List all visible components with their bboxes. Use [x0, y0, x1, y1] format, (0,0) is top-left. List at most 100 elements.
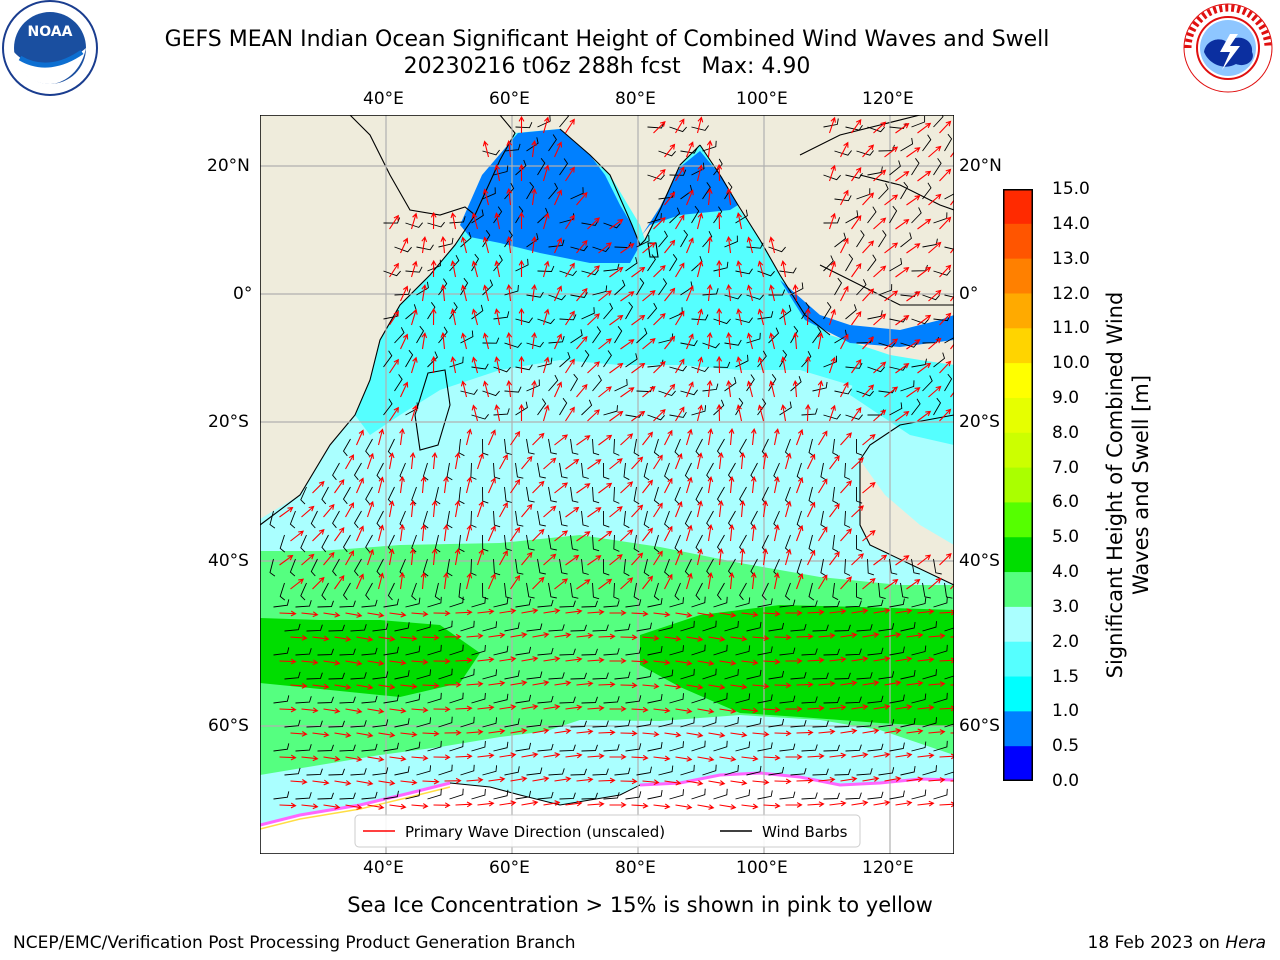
- wind-barb: [900, 137, 914, 152]
- right-tick-0: 0°: [959, 284, 979, 304]
- sea-ice-edge-yellow: [260, 786, 451, 830]
- wave-direction-arrow: [773, 572, 780, 590]
- wind-barb: [581, 307, 595, 320]
- wind-barb: [691, 692, 706, 704]
- wind-barb: [832, 486, 839, 505]
- wave-direction-arrow: [631, 706, 649, 713]
- wind-barb: [427, 221, 445, 228]
- wave-direction-arrow: [730, 779, 748, 786]
- wind-barb: [416, 669, 432, 680]
- wind-barb: [856, 150, 874, 156]
- wind-barb: [592, 285, 608, 296]
- wind-barb: [603, 558, 610, 576]
- wind-barb: [405, 402, 419, 416]
- wind-barb: [878, 767, 895, 776]
- wave-direction-arrow: [757, 404, 765, 422]
- wind-barb: [779, 599, 796, 608]
- wind-barb: [460, 277, 469, 296]
- wind-barb: [680, 229, 689, 248]
- wave-direction-arrow: [697, 756, 715, 762]
- wave-direction-arrow: [494, 164, 501, 182]
- wave-direction-arrow: [873, 554, 888, 566]
- wave-direction-arrow: [598, 242, 612, 254]
- wind-barb: [493, 462, 501, 480]
- left-tick-20n: 20°N: [207, 156, 250, 176]
- wave-direction-arrow: [587, 217, 600, 230]
- wind-barb: [559, 270, 577, 277]
- wind-barb: [889, 558, 898, 575]
- wave-direction-arrow: [565, 506, 580, 518]
- wave-direction-arrow: [950, 780, 954, 782]
- wave-direction-arrow: [554, 632, 572, 639]
- wind-barb: [427, 351, 438, 368]
- wind-barb: [317, 792, 334, 800]
- wave-direction-arrow: [851, 118, 862, 134]
- wave-direction-arrow: [422, 730, 440, 737]
- wave-direction-arrow: [873, 169, 887, 182]
- wind-barb: [460, 620, 475, 632]
- wave-direction-arrow: [851, 505, 864, 518]
- wave-direction-arrow: [399, 427, 405, 446]
- wind-barb: [911, 158, 920, 176]
- wind-barb: [867, 599, 884, 608]
- wave-direction-arrow: [312, 683, 330, 690]
- wave-direction-arrow: [917, 704, 935, 711]
- wave-direction-arrow: [301, 707, 319, 714]
- wind-barb: [823, 648, 840, 656]
- wave-direction-arrow: [476, 548, 484, 566]
- wind-barb: [724, 764, 739, 776]
- wind-barb: [434, 582, 441, 601]
- right-tick-20s: 20°S: [959, 412, 1000, 432]
- wave-direction-arrow: [675, 660, 693, 666]
- wave-direction-arrow: [741, 659, 759, 666]
- wave-direction-arrow: [895, 608, 913, 615]
- wave-direction-arrow: [746, 236, 754, 254]
- wind-barb: [643, 462, 650, 481]
- wave-direction-arrow: [675, 262, 685, 278]
- wind-barb: [515, 364, 533, 371]
- wind-barb: [603, 744, 620, 752]
- wind-barb: [669, 365, 687, 372]
- wave-direction-arrow: [421, 284, 428, 302]
- wave-direction-arrow: [532, 432, 545, 446]
- wind-barb: [273, 791, 290, 800]
- wave-direction-arrow: [476, 500, 484, 518]
- wave-direction-arrow: [716, 355, 723, 374]
- wind-barb: [284, 671, 301, 680]
- wave-direction-arrow: [433, 610, 451, 617]
- wave-direction-arrow: [421, 332, 428, 350]
- wind-barb: [548, 720, 565, 728]
- wave-direction-arrow: [279, 506, 294, 518]
- wave-direction-arrow: [378, 731, 396, 738]
- wind-barb: [669, 169, 687, 176]
- wind-barb: [664, 558, 670, 577]
- wind-barb: [779, 304, 792, 320]
- wave-direction-arrow: [653, 611, 671, 618]
- wave-direction-arrow: [422, 778, 440, 785]
- wave-direction-arrow: [696, 356, 704, 374]
- wave-direction-arrow: [389, 659, 407, 666]
- wave-direction-arrow: [378, 779, 396, 786]
- wind-barb: [889, 402, 903, 416]
- wave-direction-arrow: [345, 550, 354, 566]
- wind-barb: [284, 719, 301, 728]
- wave-direction-arrow: [565, 752, 583, 759]
- wind-barb: [570, 624, 587, 632]
- wave-direction-arrow: [752, 635, 770, 642]
- wind-barb: [405, 741, 421, 752]
- wave-direction-arrow: [301, 755, 319, 762]
- wave-direction-arrow: [506, 283, 513, 302]
- wind-barb: [922, 582, 931, 599]
- wave-direction-arrow: [928, 633, 946, 639]
- colorbar-label: 7.0: [1052, 457, 1080, 478]
- wind-barb: [537, 318, 555, 325]
- wave-direction-arrow: [653, 454, 663, 470]
- wave-direction-arrow: [367, 612, 385, 618]
- wind-barb: [889, 598, 905, 608]
- sea-ice-caption: Sea Ice Concentration > 15% is shown in …: [347, 893, 933, 917]
- wave-direction-arrow: [873, 409, 887, 422]
- wave-direction-arrow: [410, 260, 418, 278]
- wave-direction-arrow: [642, 635, 660, 642]
- wind-barb: [300, 486, 307, 505]
- bottom-tick-40e: 40°E: [363, 858, 404, 878]
